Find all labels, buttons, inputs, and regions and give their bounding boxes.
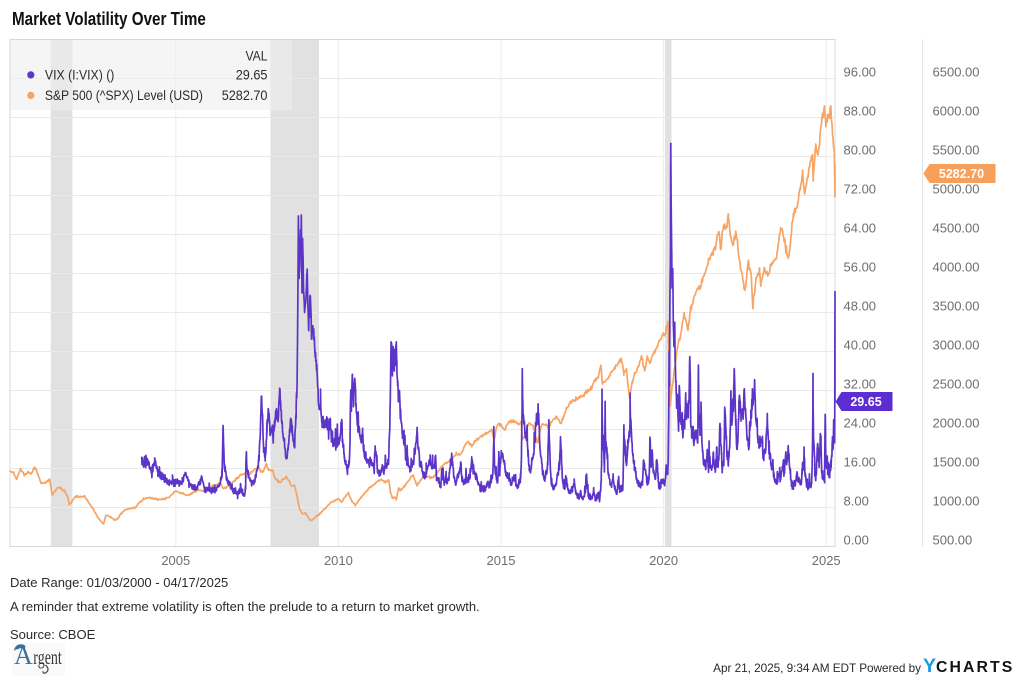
svg-text:VIX (I:VIX) (): VIX (I:VIX) () — [45, 68, 115, 83]
svg-text:rgent: rgent — [33, 645, 62, 669]
svg-text:3000.00: 3000.00 — [933, 338, 980, 353]
svg-text:24.00: 24.00 — [844, 416, 877, 431]
svg-text:5500.00: 5500.00 — [933, 143, 980, 158]
svg-text:4000.00: 4000.00 — [933, 260, 980, 275]
svg-text:72.00: 72.00 — [844, 182, 877, 197]
svg-text:96.00: 96.00 — [844, 65, 877, 80]
svg-text:S&P 500 (^SPX) Level (USD): S&P 500 (^SPX) Level (USD) — [45, 88, 203, 103]
svg-text:29.65: 29.65 — [236, 68, 268, 83]
svg-text:VAL: VAL — [246, 49, 268, 64]
svg-text:5000.00: 5000.00 — [933, 182, 980, 197]
svg-text:40.00: 40.00 — [844, 338, 877, 353]
svg-text:88.00: 88.00 — [844, 104, 877, 119]
svg-text:2500.00: 2500.00 — [933, 377, 980, 392]
svg-text:A: A — [14, 641, 33, 670]
svg-text:29.65: 29.65 — [850, 395, 881, 409]
svg-text:2020: 2020 — [649, 553, 678, 568]
svg-text:500.00: 500.00 — [933, 533, 973, 548]
svg-text:2015: 2015 — [487, 553, 516, 568]
svg-text:56.00: 56.00 — [844, 260, 877, 275]
svg-text:6000.00: 6000.00 — [933, 104, 980, 119]
svg-text:3500.00: 3500.00 — [933, 299, 980, 314]
svg-text:2010: 2010 — [324, 553, 353, 568]
svg-text:2025: 2025 — [812, 553, 841, 568]
svg-text:4500.00: 4500.00 — [933, 221, 980, 236]
svg-text:5282.70: 5282.70 — [222, 88, 268, 103]
svg-text:64.00: 64.00 — [844, 221, 877, 236]
svg-text:5282.70: 5282.70 — [939, 167, 984, 181]
svg-text:16.00: 16.00 — [844, 455, 877, 470]
svg-text:48.00: 48.00 — [844, 299, 877, 314]
svg-text:80.00: 80.00 — [844, 143, 877, 158]
svg-text:0.00: 0.00 — [844, 533, 869, 548]
svg-text:8.00: 8.00 — [844, 494, 869, 509]
svg-text:32.00: 32.00 — [844, 377, 877, 392]
svg-text:1000.00: 1000.00 — [933, 494, 980, 509]
svg-text:6500.00: 6500.00 — [933, 65, 980, 80]
svg-text:2000.00: 2000.00 — [933, 416, 980, 431]
svg-text:1500.00: 1500.00 — [933, 455, 980, 470]
svg-text:2005: 2005 — [161, 553, 190, 568]
